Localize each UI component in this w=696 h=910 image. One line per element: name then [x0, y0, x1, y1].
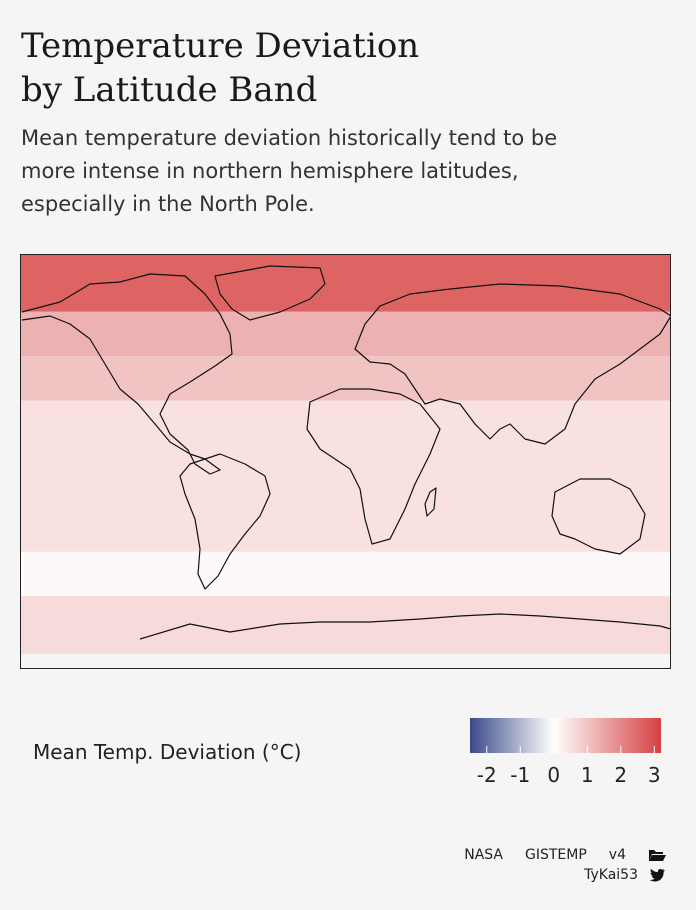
- continent-outlines: [21, 265, 671, 640]
- title-line-2: by Latitude Band: [21, 70, 318, 110]
- source-version: v4: [608, 847, 626, 863]
- chart-subtitle: Mean temperature deviation historically …: [21, 122, 671, 221]
- madagascar-outline: [424, 487, 437, 517]
- title-line-1: Temperature Deviation: [21, 26, 420, 66]
- legend-ticks: -2 -1 0 1 2 3: [477, 746, 661, 787]
- latitude-band-4: [20, 454, 671, 508]
- credits: NASA GISTEMP v4 TyKai53: [464, 845, 666, 885]
- latitude-band-7: [20, 596, 671, 654]
- map-frame: [20, 254, 671, 669]
- greenland-outline: [214, 265, 326, 321]
- twitter-icon: [649, 868, 665, 882]
- latitude-band-6: [20, 551, 671, 597]
- legend-colorbar: [470, 718, 661, 753]
- source-gistemp: GISTEMP: [525, 847, 587, 863]
- latitude-band-3: [20, 400, 671, 454]
- legend-tick-label-1: -1: [510, 763, 530, 787]
- chart-title: Temperature Deviation by Latitude Band: [21, 24, 621, 112]
- subtitle-line-1: Mean temperature deviation historically …: [21, 126, 558, 150]
- subtitle-line-3: especially in the North Pole.: [21, 192, 315, 216]
- latitude-band-2: [20, 356, 671, 401]
- latitude-band-1: [20, 311, 671, 357]
- australia-outline: [551, 478, 646, 555]
- legend-tick-label-4: 2: [614, 763, 627, 787]
- antarctica-outline: [139, 613, 671, 640]
- latitude-bands: [20, 254, 671, 654]
- legend-tick-label-0: -2: [477, 763, 497, 787]
- legend-title: Mean Temp. Deviation (°C): [33, 740, 302, 764]
- source-nasa: NASA: [464, 847, 503, 863]
- legend-tick-label-2: 0: [547, 763, 560, 787]
- source-credit: NASA GISTEMP v4: [464, 845, 666, 865]
- folder-open-icon: [649, 850, 666, 861]
- latitude-band-5: [20, 507, 671, 552]
- north-america-outline: [21, 273, 233, 475]
- color-legend: -2 -1 0 1 2 3: [470, 718, 661, 787]
- latitude-band-0: [20, 254, 671, 312]
- author-handle: TyKai53: [584, 867, 638, 883]
- legend-tick-label-3: 1: [581, 763, 594, 787]
- author-credit: TyKai53: [464, 865, 666, 885]
- legend-tick-label-5: 3: [648, 763, 661, 787]
- subtitle-line-2: more intense in northern hemisphere lati…: [21, 159, 519, 183]
- europe-asia-outline: [354, 283, 671, 445]
- south-america-outline: [179, 453, 271, 590]
- world-map-heatmap: [20, 254, 671, 669]
- africa-outline: [306, 388, 441, 545]
